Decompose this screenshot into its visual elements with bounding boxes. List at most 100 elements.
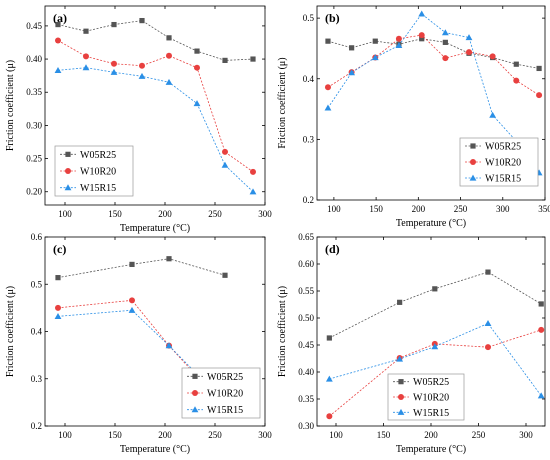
y-tick-label: 0.45	[26, 21, 42, 31]
x-axis-title: Temperature (°C)	[396, 444, 466, 455]
series-line-W05R25	[329, 271, 542, 339]
data-point-W05R25	[538, 301, 544, 307]
y-tick-label: 0.3	[303, 134, 315, 144]
y-tick-label: 0.2	[31, 421, 42, 431]
panel-2: 100 150 200 250 300 350 0.2 0.3 0.4 0.5 Temperatur…	[277, 5, 550, 229]
data-point-W05R25	[194, 48, 200, 54]
x-axis-title: Temperature (°C)	[396, 218, 466, 229]
legend-marker	[398, 379, 404, 385]
data-point-W05R25	[55, 21, 61, 28]
series-line-W15R15	[329, 322, 542, 396]
x-tick-label: 200	[412, 204, 426, 214]
x-tick-label: 300	[519, 430, 533, 440]
data-point-W05R25	[325, 38, 331, 44]
data-point-W10R20	[324, 84, 331, 91]
data-point-W15R15	[441, 29, 449, 36]
y-tick-label: 0.5	[303, 13, 315, 23]
y-tick-label: 0.45	[298, 340, 314, 350]
y-tick-label: 0.4	[31, 327, 43, 337]
data-point-W15R15	[324, 104, 332, 111]
data-point-W10R20	[250, 168, 256, 175]
y-tick-label: 0.60	[298, 259, 314, 269]
legend-label: W15R15	[80, 183, 116, 194]
legend-label: W05R25	[80, 150, 116, 161]
x-tick-label: 100	[327, 204, 341, 214]
data-point-W05R25	[83, 28, 89, 34]
y-tick-label: 0.2	[303, 195, 314, 205]
panel-label: (b)	[325, 11, 340, 25]
data-point-W05R25	[129, 261, 135, 268]
data-point-W10R20	[222, 148, 228, 155]
y-tick-label: 0.30	[298, 421, 314, 431]
x-tick-label: 250	[208, 430, 222, 440]
x-tick-label: 200	[158, 209, 172, 219]
x-tick-label: 200	[424, 430, 438, 440]
legend-marker	[397, 408, 405, 415]
data-point-W10R20	[466, 49, 472, 56]
legend-marker	[469, 174, 477, 181]
data-point-W10R20	[395, 35, 402, 42]
data-point-W05R25	[372, 38, 378, 44]
data-point-W05R25	[111, 21, 117, 28]
data-point-W15R15	[193, 100, 201, 107]
data-point-W05R25	[349, 45, 355, 51]
x-tick-label: 250	[208, 209, 222, 219]
x-tick-label: 150	[369, 204, 383, 214]
x-axis-title: Temperature (°C)	[120, 444, 190, 455]
data-point-W05R25	[55, 275, 61, 281]
legend-marker	[64, 184, 72, 191]
y-axis-title: Friction coefficient (μ)	[277, 286, 288, 377]
series-line-W05R25	[57, 20, 254, 61]
data-point-W05R25	[250, 56, 256, 62]
data-point-W15R15	[54, 66, 62, 73]
data-point-W10R20	[538, 326, 545, 333]
data-point-W15R15	[395, 42, 403, 49]
data-point-W15R15	[325, 375, 333, 382]
data-point-W15R15	[82, 64, 90, 71]
y-tick-label: 0.35	[26, 87, 42, 97]
y-axis-title: Friction coefficient (μ)	[277, 57, 288, 148]
data-point-W15R15	[465, 34, 473, 41]
legend-label: W15R15	[207, 405, 243, 416]
x-tick-label: 350	[538, 204, 550, 214]
data-point-W10R20	[489, 53, 496, 60]
legend-marker	[191, 406, 199, 413]
x-tick-label: 200	[158, 430, 172, 440]
data-point-W15R15	[138, 72, 146, 79]
data-point-W15R15	[221, 161, 229, 168]
panel-3: 100 150 200 250 300 0.2 0.3 0.4 0.5 0.6 Temperatur…	[5, 232, 272, 455]
data-point-W10R20	[55, 37, 61, 44]
data-point-W15R15	[165, 342, 173, 349]
plot-frame	[316, 5, 546, 201]
data-point-W15R15	[537, 392, 545, 399]
legend-label: W05R25	[413, 377, 449, 388]
panel-4: 100 150 200 250 300 0.30 0.35 0.40 0.45 0.50 0.55 0…	[277, 232, 546, 455]
data-point-W10R20	[485, 344, 491, 351]
data-point-W15R15	[110, 68, 118, 75]
y-tick-label: 0.4	[303, 74, 315, 84]
data-point-W15R15	[54, 312, 62, 319]
y-tick-label: 0.30	[26, 120, 42, 130]
legend-marker	[192, 373, 198, 379]
data-point-W05R25	[139, 17, 145, 24]
x-tick-label: 100	[58, 209, 72, 219]
panel-label: (a)	[53, 11, 67, 25]
legend-marker	[470, 143, 476, 149]
data-point-W15R15	[128, 306, 136, 313]
y-axis-title: Friction coefficient (μ)	[5, 286, 16, 377]
data-point-W15R15	[348, 69, 356, 76]
data-point-W05R25	[166, 35, 172, 41]
y-tick-label: 0.40	[26, 54, 42, 64]
x-tick-label: 250	[472, 430, 486, 440]
y-tick-label: 0.5	[31, 279, 43, 289]
x-tick-label: 100	[58, 430, 72, 440]
data-point-W05R25	[419, 36, 425, 42]
data-point-W10R20	[194, 64, 200, 71]
data-point-W15R15	[165, 78, 173, 85]
data-point-W05R25	[326, 335, 332, 341]
data-point-W10R20	[326, 413, 333, 420]
data-point-W10R20	[55, 304, 61, 311]
data-point-W15R15	[418, 10, 426, 17]
data-point-W15R15	[396, 355, 404, 362]
